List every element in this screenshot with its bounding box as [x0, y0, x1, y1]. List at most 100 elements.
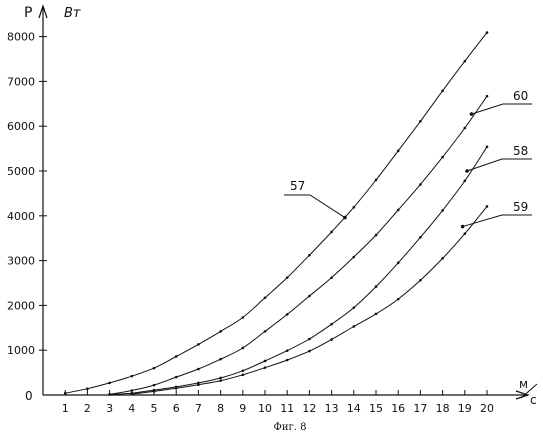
series-60-point: [485, 94, 489, 98]
series-58-point: [419, 236, 422, 239]
series-59-line: [131, 206, 488, 395]
series-58-point: [330, 322, 333, 326]
series-57-leader: [284, 194, 346, 219]
origin-label: 0: [25, 389, 33, 403]
series-58-point: [285, 349, 289, 352]
series-60-point: [197, 367, 200, 371]
series-60-point: [419, 183, 422, 186]
series-59-label: 59: [513, 200, 528, 214]
x-tick-label: 12: [302, 402, 316, 415]
series-60-point: [241, 346, 245, 350]
series-57-point: [219, 330, 222, 333]
x-axis-unit-bottom: с: [530, 393, 537, 407]
x-tick-label: 5: [151, 402, 158, 415]
series-58-point: [308, 337, 311, 341]
series-58-point: [241, 369, 245, 373]
series-57-point: [352, 205, 356, 209]
series-57-point: [485, 31, 489, 34]
series-60-point: [152, 383, 156, 387]
x-tick-label: 20: [480, 402, 494, 415]
x-tick-label: 11: [280, 402, 294, 415]
series-58-leader: [466, 158, 532, 172]
series-58-point: [441, 209, 444, 212]
x-axis-arrow: [515, 390, 530, 400]
x-tick-label: 10: [258, 402, 272, 415]
series-59-point: [285, 358, 289, 362]
ticks-layer: 1 2 3 4 5 6 7 8 9 10 11 12 13 14 15 16 17 18 19 20100020003…: [7, 31, 494, 415]
series-60-point: [130, 389, 134, 392]
y-axis-arrow: [38, 4, 48, 19]
series-57-point: [174, 355, 178, 358]
x-axis-unit-top: м: [519, 377, 528, 391]
labels-layer: 57 60 58 59: [284, 89, 532, 229]
series-59-leader: [462, 214, 532, 228]
series-57-point: [285, 276, 289, 279]
series-58-anchor-point: [465, 169, 469, 173]
figure-caption: Фиг. 8: [274, 422, 307, 433]
series-57-point: [241, 316, 245, 319]
series-57-line: [65, 32, 488, 394]
y-tick-label: 1000: [7, 344, 35, 357]
series-59-point: [197, 383, 200, 386]
series-59-point: [374, 312, 378, 316]
series-58-line: [109, 146, 488, 396]
series-59-point: [219, 379, 222, 382]
series-59-point: [130, 392, 134, 396]
series-57-point: [441, 89, 444, 93]
series-60-point: [263, 330, 267, 333]
series-58-point: [463, 179, 467, 183]
x-axis-unit-fraction-line: [520, 383, 538, 399]
series-59-point: [396, 297, 400, 301]
series-60-point: [396, 208, 400, 212]
y-tick-label: 4000: [7, 210, 35, 223]
series-57-point: [63, 391, 67, 395]
curves-layer: [63, 31, 489, 396]
series-59-point: [263, 366, 267, 369]
series-58-point: [374, 285, 378, 288]
series-59-point: [485, 205, 489, 208]
x-tick-label: 14: [347, 402, 361, 415]
x-tick-label: 1: [62, 402, 69, 415]
series-60-label: 60: [513, 89, 528, 103]
series-57-point: [108, 381, 111, 385]
x-tick-label: 4: [128, 402, 135, 415]
series-58-point: [197, 381, 200, 385]
axes-layer: [38, 4, 530, 400]
series-60-point: [285, 313, 289, 316]
series-57-point: [463, 59, 467, 63]
series-57-point: [330, 230, 333, 234]
series-57-point: [130, 374, 134, 378]
series-59-point: [308, 349, 311, 353]
series-57-point: [308, 253, 311, 257]
series-60-leader: [471, 103, 532, 115]
series-60-point: [352, 255, 356, 259]
series-59-point: [352, 325, 356, 328]
series-59-point: [419, 279, 422, 282]
series-59-point: [330, 338, 333, 341]
series-57-point: [152, 366, 156, 370]
x-tick-label: 8: [217, 402, 224, 415]
x-tick-label: 18: [436, 402, 450, 415]
series-59-point: [441, 257, 444, 260]
x-tick-label: 13: [325, 402, 339, 415]
series-60-point: [374, 233, 378, 237]
y-tick-label: 3000: [7, 255, 35, 268]
series-60-point: [308, 294, 311, 298]
series-57-point: [263, 296, 267, 300]
series-60-anchor-point: [469, 112, 474, 116]
y-tick-label: 6000: [7, 120, 35, 133]
x-tick-label: 3: [106, 402, 113, 415]
series-60-line: [109, 95, 488, 395]
series-60-point: [441, 155, 444, 159]
series-59-point: [174, 386, 178, 390]
x-tick-label: 16: [391, 402, 405, 415]
x-tick-label: 17: [413, 402, 427, 415]
x-tick-label: 15: [369, 402, 383, 415]
x-tick-label: 6: [173, 402, 180, 415]
series-57-anchor-point: [343, 215, 347, 220]
series-59-point: [152, 390, 156, 393]
y-tick-label: 7000: [7, 75, 35, 88]
y-axis-unit: Вт: [64, 6, 81, 21]
series-57-point: [419, 119, 422, 123]
